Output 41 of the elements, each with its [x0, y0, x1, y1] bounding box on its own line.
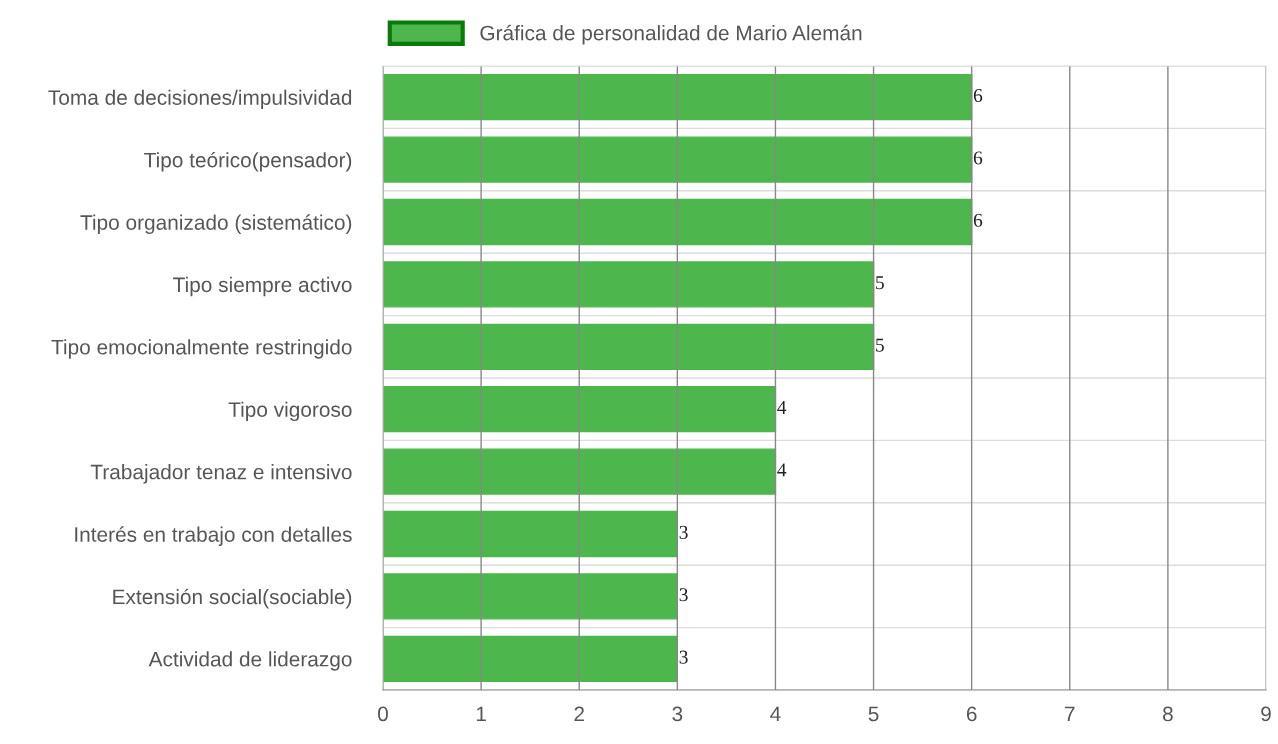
y-tick-label: Tipo siempre activo — [173, 276, 352, 297]
y-tick-label: Actividad de liderazgo — [148, 651, 352, 671]
y-tick-label: Tipo vigoroso — [228, 401, 352, 422]
data-label: 3 — [679, 650, 688, 664]
x-tick-label: 7 — [1065, 706, 1075, 722]
x-tick-label: 4 — [770, 706, 781, 722]
bar — [383, 573, 679, 620]
bar — [383, 386, 777, 433]
y-tick-label: Tipo emocionalmente restringido — [51, 339, 352, 359]
bar — [383, 74, 973, 121]
data-label: 6 — [973, 151, 983, 165]
bar — [383, 136, 973, 183]
data-label: 6 — [973, 213, 983, 227]
data-label: 6 — [973, 89, 983, 103]
x-tick-label: 0 — [378, 706, 388, 722]
x-tick-label: 8 — [1163, 706, 1173, 722]
data-label: 5 — [876, 338, 884, 352]
data-label: 3 — [679, 588, 688, 602]
y-tick-label: Toma de decisiones/impulsividad — [48, 89, 352, 110]
x-tick-label: 6 — [966, 706, 977, 722]
x-tick-label: 9 — [1261, 706, 1271, 722]
x-tick-label: 5 — [868, 706, 879, 722]
y-tick-label: Tipo organizado (sistemático) — [80, 214, 352, 234]
bar — [383, 323, 875, 370]
bar — [383, 510, 679, 558]
bar — [383, 261, 875, 308]
bar — [383, 448, 777, 495]
data-label: 4 — [777, 463, 787, 477]
bar — [383, 635, 679, 682]
data-label: 5 — [876, 276, 884, 290]
y-tick-label: Trabajador tenaz e intensivo — [90, 464, 352, 484]
data-label: 4 — [777, 401, 787, 414]
x-tick-label: 2 — [574, 706, 584, 722]
x-tick-label: 1 — [476, 706, 486, 722]
x-tick-label: 3 — [672, 706, 683, 722]
y-tick-label: Interés en trabajo con detalles — [75, 526, 352, 546]
y-tick-label: Tipo teórico(pensador) — [144, 151, 352, 172]
legend-label: Gráfica de personalidad de Mario Alemán — [480, 24, 862, 45]
data-label: 3 — [679, 525, 688, 539]
y-tick-label: Extensión social(sociable) — [113, 588, 352, 609]
bar — [383, 198, 973, 246]
